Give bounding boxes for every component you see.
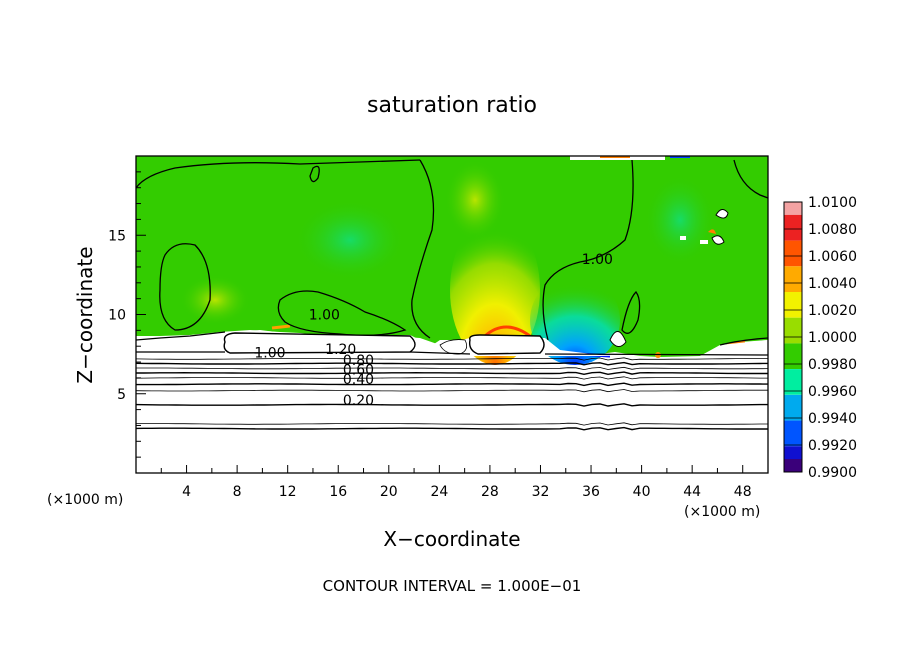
- colorbar-label: 0.9940: [808, 411, 857, 427]
- x-tick-label: 16: [329, 484, 347, 500]
- cyan-patch-right: [645, 175, 715, 265]
- stable-contour-line: [136, 389, 768, 393]
- colorbar-swatch: [784, 343, 802, 370]
- chart-title: saturation ratio: [367, 93, 537, 118]
- x-tick-label: 40: [633, 484, 651, 500]
- contour-labels: 1.00 1.00 1.00 1.200.800.600.40 0.20: [254, 252, 613, 409]
- contour-label: 1.00: [309, 307, 340, 323]
- colorbar-label: 1.0080: [808, 222, 857, 238]
- contour-label: 0.40: [343, 372, 374, 388]
- plot-area: 1.00 1.00 1.00 1.200.800.600.40 0.20: [136, 156, 768, 473]
- contour-label: 1.20: [325, 342, 356, 358]
- stable-layer-contours: [136, 357, 768, 431]
- colorbar-swatch: [784, 317, 802, 344]
- colorbar-label: 0.9980: [808, 357, 857, 373]
- top-strip-blue: [670, 156, 690, 158]
- x-axis-label: X−coordinate: [383, 527, 520, 551]
- y-axis-label: Z−coordinate: [73, 246, 97, 383]
- top-strip-orange: [600, 156, 630, 158]
- contour-interval-note: CONTOUR INTERVAL = 1.000E−01: [323, 577, 582, 595]
- colorbar-label: 0.9900: [808, 465, 857, 481]
- colorbar-swatch: [784, 420, 802, 447]
- stable-contour-line: [136, 382, 768, 387]
- x-tick-label: 36: [582, 484, 600, 500]
- stable-contour-line: [136, 376, 768, 380]
- contour-label: 1.00: [582, 252, 613, 268]
- colorbar-swatch: [784, 202, 802, 215]
- colorbar-swatch: [784, 394, 802, 421]
- ice-patches: [609, 209, 729, 358]
- stable-contour-line: [136, 422, 768, 426]
- x-axis: 4 8 12 16 20 24 28 32 36 40 44 48: [160, 465, 769, 500]
- contour-label: 0.80: [343, 353, 374, 369]
- colorbar-label: 1.0100: [808, 195, 857, 211]
- x-tick-label: 44: [683, 484, 701, 500]
- x-tick-label: 32: [532, 484, 550, 500]
- x-unit-left: (×1000 m): [47, 492, 123, 508]
- y-tick-label: 15: [108, 228, 126, 244]
- y-axis: 5 10 15: [108, 171, 146, 458]
- x-unit-right: (×1000 m): [684, 504, 760, 520]
- cyan-patch-left: [295, 200, 405, 280]
- edge-orange: [271, 324, 291, 330]
- stable-contour-line: [136, 361, 768, 366]
- x-tick-label: 12: [279, 484, 297, 500]
- x-tick-label: 4: [182, 484, 191, 500]
- x-tick-label: 24: [430, 484, 448, 500]
- colorbar-swatch: [784, 369, 802, 395]
- stable-contour-line: [136, 357, 768, 361]
- edge-red: [483, 325, 531, 338]
- yellow-plume: [450, 215, 540, 365]
- contour-label: 0.20: [343, 393, 374, 409]
- colorbar-swatch: [784, 240, 802, 267]
- saturation-contours: [136, 159, 768, 341]
- colorbar-swatch: [784, 266, 802, 292]
- x-tick-label: 20: [380, 484, 398, 500]
- stable-contour-line: [136, 371, 768, 376]
- colorbar: 1.0100 1.0080 1.0060 1.0040 1.0020 1.0000 0.99…: [783, 195, 857, 481]
- colorbar-label: 1.0060: [808, 249, 857, 265]
- colorbar-swatch: [784, 459, 802, 472]
- colorbar-label: 0.9920: [808, 438, 857, 454]
- colorbar-swatch: [784, 292, 802, 318]
- contour-label: 1.00: [254, 345, 285, 361]
- stable-contour-line: [136, 403, 768, 407]
- contour-label: 0.60: [343, 363, 374, 379]
- colorbar-label: 0.9960: [808, 384, 857, 400]
- x-tick-label: 8: [233, 484, 242, 500]
- colorbar-label: 1.0040: [808, 276, 857, 292]
- cloud-base-layer: [136, 330, 768, 356]
- x-tick-label: 28: [481, 484, 499, 500]
- colorbar-swatch: [784, 214, 802, 241]
- stable-contour-line: [136, 366, 768, 371]
- yellow-patch-left: [180, 275, 250, 325]
- subsaturated-blue-patch: [530, 275, 620, 365]
- stable-contour-line: [136, 426, 768, 431]
- yellow-patch-top: [445, 160, 505, 240]
- colorbar-label: 1.0000: [808, 330, 857, 346]
- y-tick-label: 5: [117, 387, 126, 403]
- y-tick-label: 10: [108, 308, 126, 324]
- colorbar-label: 1.0020: [808, 303, 857, 319]
- x-tick-label: 48: [734, 484, 752, 500]
